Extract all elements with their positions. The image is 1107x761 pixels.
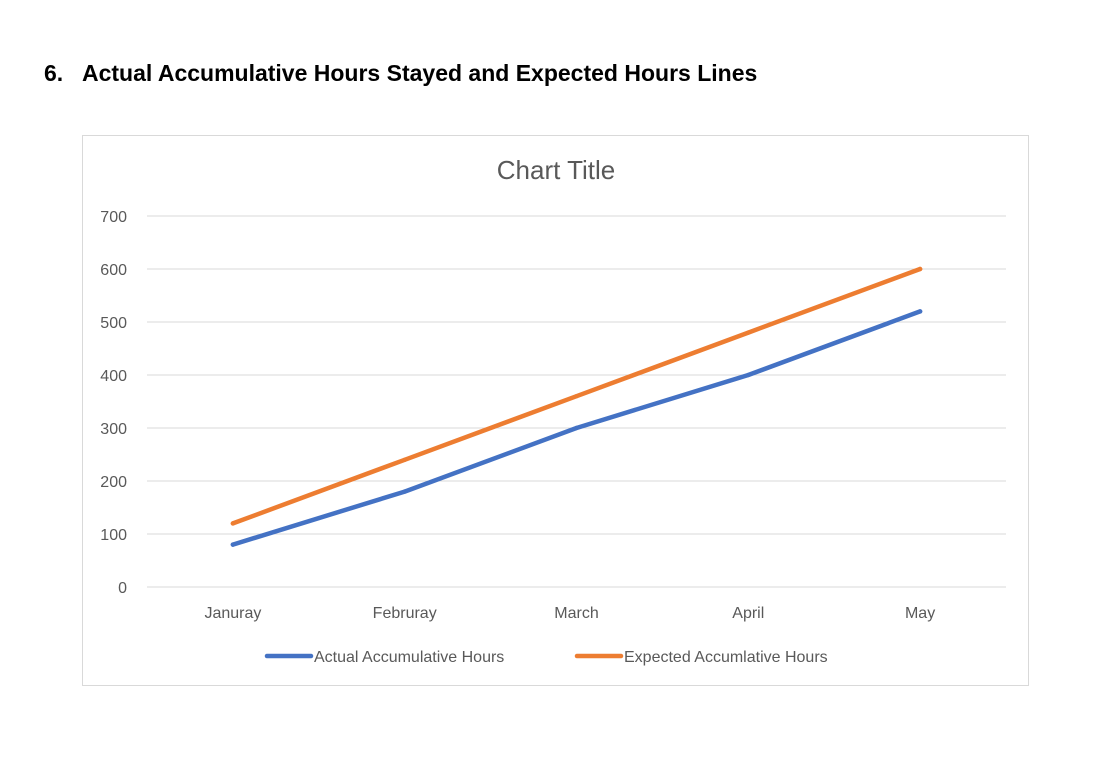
x-axis-tick-labels: Januray Februray March April May <box>204 605 935 622</box>
x-tick-label: Januray <box>204 605 261 622</box>
y-tick-label: 300 <box>100 421 127 438</box>
x-tick-label: April <box>732 605 764 622</box>
data-point[interactable] <box>917 309 923 314</box>
x-tick-label: May <box>905 605 935 622</box>
data-point[interactable] <box>574 425 579 431</box>
y-axis-tick-labels: 0 100 200 300 400 500 600 700 <box>100 209 127 597</box>
line-chart: Chart Title 0 100 200 300 400 500 600 700 Janur… <box>100 155 1006 666</box>
gridlines <box>147 215 1006 588</box>
data-point[interactable] <box>402 457 407 462</box>
x-tick-label: Februray <box>373 605 437 622</box>
y-tick-label: 0 <box>118 580 127 597</box>
chart-container[interactable]: Chart Title 0 100 200 300 400 500 600 700 Janur… <box>82 135 1029 686</box>
data-point[interactable] <box>230 542 236 547</box>
x-tick-label: March <box>554 605 598 622</box>
data-point[interactable] <box>574 394 579 399</box>
legend: Actual Accumulative Hours Expected Accuml… <box>264 649 828 666</box>
y-tick-label: 700 <box>100 209 127 226</box>
section-title: Actual Accumulative Hours Stayed and Exp… <box>82 60 758 86</box>
legend-label: Expected Accumlative Hours <box>624 649 828 666</box>
section-heading: 6. Actual Accumulative Hours Stayed and E… <box>44 60 757 87</box>
series-lines <box>230 266 923 547</box>
y-tick-label: 100 <box>100 527 127 544</box>
y-tick-label: 500 <box>100 315 127 332</box>
data-point[interactable] <box>917 266 923 272</box>
y-tick-label: 600 <box>100 262 127 279</box>
chart-title: Chart Title <box>497 155 616 185</box>
y-tick-label: 200 <box>100 474 127 491</box>
data-point[interactable] <box>230 521 236 526</box>
data-point[interactable] <box>746 372 751 378</box>
legend-label: Actual Accumulative Hours <box>314 649 504 666</box>
data-point[interactable] <box>402 489 407 494</box>
y-tick-label: 400 <box>100 368 127 385</box>
section-number: 6. <box>44 60 64 86</box>
data-point[interactable] <box>746 330 751 335</box>
